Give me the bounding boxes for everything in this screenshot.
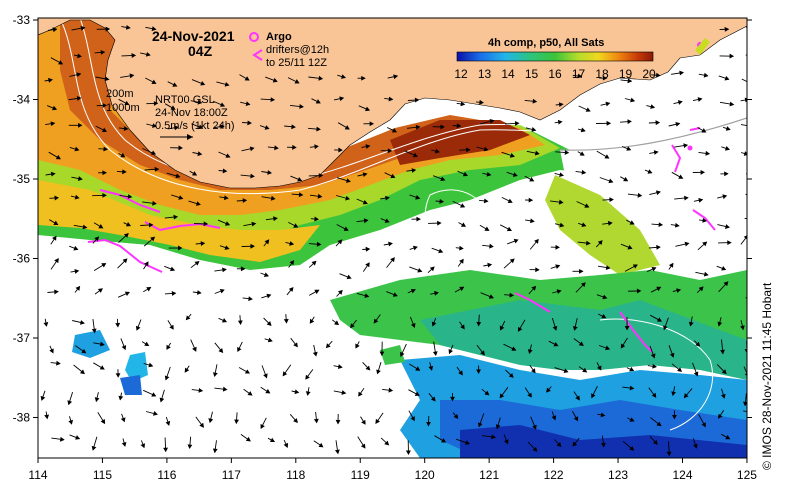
colorbar-tick-label: 18 — [595, 67, 609, 81]
nrt-label: NRT00 GSL — [155, 94, 215, 106]
drifters-line2: to 25/11 12Z — [266, 57, 327, 69]
current-arrow — [748, 441, 760, 444]
current-arrowhead — [753, 411, 756, 414]
colorbar-tick-label: 13 — [478, 67, 492, 81]
current-arrow — [746, 173, 757, 174]
current-arrowhead — [749, 195, 753, 198]
map-date: 24-Nov-2021 — [152, 28, 235, 44]
colorbar-tick-label: 20 — [642, 67, 656, 81]
x-tick-label: 114 — [28, 468, 47, 482]
copyright-symbol: © — [760, 461, 774, 470]
credit-text: © IMOS 28-Nov-2021 11:45 Hobart — [760, 283, 774, 470]
x-tick-label: 118 — [286, 468, 305, 482]
x-tick-label: 115 — [93, 468, 112, 482]
colorbar-tick-label: 12 — [454, 67, 468, 81]
argo-label: Argo — [266, 31, 292, 43]
y-tick-label: -33 — [13, 13, 31, 27]
current-arrowhead — [756, 442, 760, 445]
x-tick-label: 121 — [479, 468, 499, 482]
current-arrowhead — [751, 82, 755, 85]
nrt-time: 24-Nov 18:00Z — [155, 107, 228, 119]
colorbar-tick-label: 19 — [619, 67, 633, 81]
y-tick-label: -37 — [13, 331, 31, 345]
contour-200-label: 200m — [106, 88, 134, 100]
current-arrowhead — [755, 25, 758, 28]
colorbar-ramp — [457, 52, 653, 61]
colorbar-tick-label: 15 — [525, 67, 539, 81]
y-tick-label: -36 — [13, 252, 31, 266]
current-arrow — [747, 269, 754, 271]
colorbar-tick-label: 16 — [548, 67, 562, 81]
x-tick-label: 116 — [157, 468, 176, 482]
x-axis: 114 115 116 117 118 119 120 121 122 123 124 125 — [28, 458, 757, 482]
scale-label: 0.5m/s (1kt 24h) — [155, 120, 234, 132]
current-arrowhead — [754, 172, 757, 175]
current-arrowhead — [749, 295, 752, 298]
x-tick-label: 120 — [415, 468, 435, 482]
colorbar-tick-label: 14 — [501, 67, 515, 81]
y-tick-label: -34 — [13, 93, 31, 107]
current-arrowhead — [751, 269, 754, 272]
x-tick-label: 124 — [672, 468, 692, 482]
contour-1000-label: 1000m — [106, 102, 140, 114]
current-arrow — [746, 27, 758, 28]
current-arrowhead — [752, 53, 755, 56]
map-time: 04Z — [188, 43, 213, 59]
x-tick-label: 117 — [222, 468, 241, 482]
current-arrowhead — [750, 217, 753, 220]
x-tick-label: 123 — [608, 468, 628, 482]
current-arrowhead — [750, 124, 753, 127]
y-tick-label: -35 — [13, 172, 31, 186]
x-tick-label: 119 — [351, 468, 370, 482]
credit-label: IMOS 28-Nov-2021 11:45 Hobart — [760, 283, 774, 458]
colorbar-title: 4h comp, p50, All Sats — [488, 37, 604, 49]
colorbar-tick-label: 17 — [572, 67, 586, 81]
x-tick-label: 125 — [737, 468, 757, 482]
y-tick-label: -38 — [13, 411, 31, 425]
x-tick-label: 122 — [544, 468, 564, 482]
drifters-line1: drifters@12h — [266, 44, 329, 56]
